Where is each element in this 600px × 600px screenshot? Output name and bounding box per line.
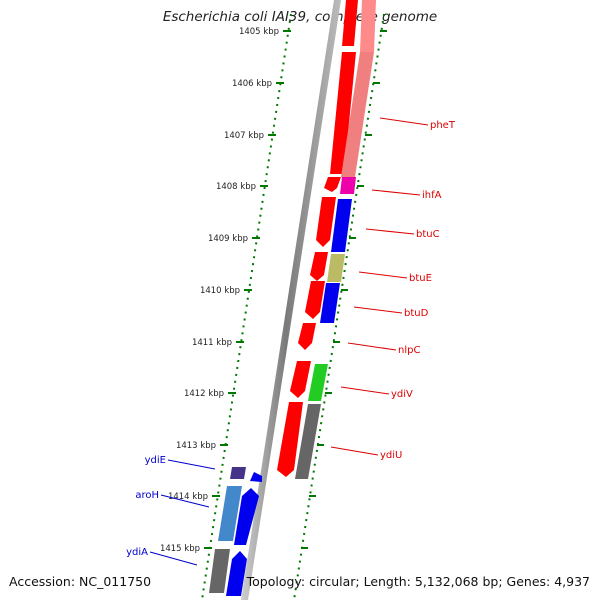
gene-label-leader [347,342,397,351]
tick-label: 1415 kbp [160,544,200,554]
accession-text: Accession: NC_011750 [9,574,152,589]
gene-label-ydiE: ydiE [145,455,166,466]
cog-bar-ihfA [340,177,356,194]
cds-arrow-pheT [330,52,356,174]
gene-label-leader [330,446,379,456]
gene-label-leader [379,117,429,126]
cds-arrow-ydiU [277,402,303,477]
tick-label: 1406 kbp [232,79,272,89]
gene-label-btuC: btuC [416,229,440,240]
tick-label: 1411 kbp [192,338,232,348]
cog-bar-btuC [331,199,352,252]
gene-label-ydiA: ydiA [126,547,148,558]
cog-bar-pheT-top [360,0,376,52]
cds-arrow-btuE [310,252,328,281]
tick-label: 1407 kbp [224,131,264,141]
gene-label-leader [358,271,408,279]
gene-label-ydiU: ydiU [380,450,402,461]
genome-summary-text: Topology: circular; Length: 5,132,068 bp… [246,574,590,589]
genome-backbone [241,0,341,600]
cds-arrow-ydiA-rev [226,551,247,596]
tick-dotted-line [201,13,385,600]
cog-bar-ydiE [230,467,246,479]
gene-label-ydiV: ydiV [391,389,413,400]
gene-label-leader [160,494,210,508]
gene-label-pheT: pheT [430,120,456,131]
gene-label-leader [340,386,390,395]
tick-label: 1410 kbp [200,286,240,296]
cog-bar-ydiV [308,364,328,401]
tick-label: 1412 kbp [184,389,224,399]
cog-bar-aroH [218,486,242,541]
gene-label-leader [353,306,403,314]
gene-label-leader [167,459,216,470]
cog-bar-ydiU [295,404,321,479]
tick-label: 1409 kbp [208,234,248,244]
tick-label: 1405 kbp [239,27,279,37]
cog-bar-btuE [327,254,345,282]
cog-bar-ydiA [209,549,230,593]
gene-labels: pheT ihfA btuC btuE btuD nlpC ydiV ydiU ydiE aroH… [126,117,456,566]
gene-label-leader [365,228,415,235]
gene-label-leader [149,551,198,566]
tick-label: 1414 kbp [168,492,208,502]
tick-label: 1408 kbp [216,182,256,192]
kbp-tick-marks: 1405 kbp 1406 kbp 1407 kbp 1408 kbp 1409 kbp… [160,27,387,554]
reverse-strand-track [209,467,262,596]
gene-label-leader [371,189,421,196]
cog-bar-btuD [320,283,340,323]
forward-strand-track [277,0,358,477]
cds-arrow-aroH-rev [234,488,259,545]
cds-arrow-ydiE-rev [250,472,262,482]
cds-arrow-nlpC [298,323,316,350]
cog-bar-pheT [341,52,374,177]
forward-cog-track [295,0,376,479]
gene-label-btuD: btuD [404,308,429,319]
gene-label-ihfA: ihfA [422,190,442,201]
cds-arrow-ydiV [290,361,311,398]
tick-label: 1413 kbp [176,441,216,451]
cds-arrow-btuD [305,281,325,319]
cds-arrow-ihfA [324,177,341,192]
gene-label-aroH: aroH [135,490,159,501]
cds-arrow-btuC [316,197,336,247]
gene-label-btuE: btuE [409,273,432,284]
gene-label-nlpC: nlpC [398,345,420,356]
cds-arrow-pheT-top [342,0,358,46]
